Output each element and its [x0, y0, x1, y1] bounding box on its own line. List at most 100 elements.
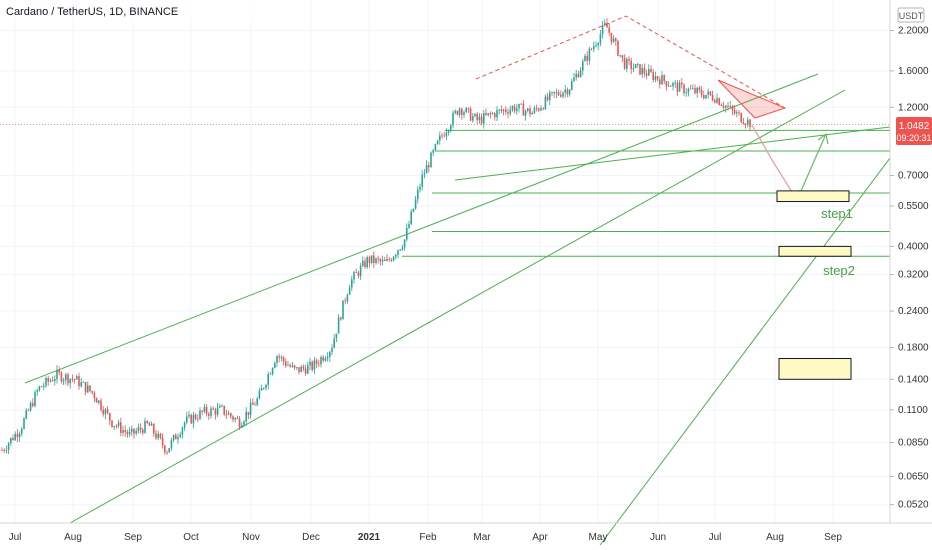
candle-body: [568, 89, 571, 95]
candle-body: [648, 69, 650, 76]
target-zone-1: [776, 190, 850, 203]
candle-body: [626, 59, 628, 69]
x-tick-label: 2021: [358, 532, 381, 543]
candle-body: [315, 360, 318, 364]
candle-body: [302, 366, 305, 369]
candle-body: [155, 433, 157, 439]
candle-body: [454, 110, 456, 114]
candle-body: [247, 411, 250, 415]
candle-body: [727, 105, 729, 107]
candle-body: [201, 410, 203, 412]
candle-body: [736, 112, 738, 114]
candle-body: [445, 132, 448, 137]
candle-body: [40, 386, 43, 388]
candle-body: [610, 32, 613, 42]
candle-body: [513, 106, 516, 112]
projection-up-path: [796, 133, 827, 201]
y-tick-label: 0.3200: [898, 270, 929, 281]
candle-body: [21, 428, 23, 434]
candle-body: [58, 369, 60, 373]
candle-body: [643, 67, 646, 74]
candle-body: [397, 250, 399, 255]
candle-body: [692, 88, 694, 90]
candle-body: [562, 92, 564, 97]
candle-body: [494, 113, 496, 118]
candle-body: [623, 57, 626, 69]
candle-body: [324, 358, 327, 361]
candle-body: [73, 379, 76, 380]
candle-body: [399, 249, 401, 251]
candle-body: [238, 418, 241, 428]
candle-body: [522, 104, 525, 116]
candle-body: [579, 70, 582, 78]
candle-body: [612, 38, 615, 42]
candle-body: [186, 416, 188, 423]
candle-body: [366, 257, 368, 268]
candle-body: [194, 414, 197, 419]
candle-body: [632, 67, 635, 70]
candle-body: [219, 405, 221, 408]
candle-body: [331, 347, 333, 352]
candle-body: [329, 351, 331, 358]
candle-body: [82, 382, 85, 383]
candle-body: [234, 418, 236, 420]
y-tick-label: 1.6000: [898, 66, 929, 77]
candle-body: [146, 420, 148, 424]
candle-body: [175, 434, 177, 440]
candle-body: [47, 377, 49, 382]
candle-body: [722, 105, 725, 108]
candle-body: [487, 113, 489, 115]
candle-body: [619, 55, 621, 57]
candle-body: [260, 388, 263, 391]
candle-body: [326, 357, 329, 359]
candle-body: [56, 369, 58, 380]
candle-body: [634, 64, 637, 68]
candle-body: [599, 34, 602, 44]
candle-body: [335, 333, 338, 339]
candle-body: [544, 96, 547, 110]
candle-body: [113, 425, 115, 427]
candle-body: [456, 110, 459, 115]
y-tick-label: 0.1400: [898, 374, 929, 385]
candle-body: [192, 414, 195, 424]
candle-body: [507, 112, 509, 114]
candle-body: [452, 113, 454, 126]
candle-body: [733, 109, 736, 114]
candle-body: [14, 433, 16, 441]
candle-body: [133, 428, 135, 434]
candle-body: [76, 376, 78, 380]
candle-body: [342, 300, 344, 320]
candle-body: [245, 411, 247, 422]
candle-body: [703, 95, 705, 99]
candle-body: [555, 92, 558, 94]
overlays-layer: [0, 15, 890, 380]
candle-body: [276, 356, 278, 364]
candle-body: [731, 105, 734, 110]
candle-body: [62, 379, 65, 382]
candle-body: [524, 110, 527, 116]
candle-body: [87, 385, 89, 393]
candle-body: [109, 413, 111, 421]
target-zone-3: [778, 357, 852, 380]
candle-body: [100, 400, 102, 410]
candle-body: [188, 414, 190, 417]
candle-body: [621, 55, 624, 58]
candle-body: [80, 382, 82, 387]
candle-body: [606, 22, 608, 28]
candle-body: [236, 418, 239, 419]
candle-body: [566, 89, 569, 95]
currency-badge[interactable]: [897, 7, 925, 23]
candle-body: [5, 449, 8, 451]
candle-body: [698, 87, 701, 90]
candle-body: [687, 88, 690, 93]
y-tick-label: 0.7000: [898, 171, 929, 182]
candle-body: [388, 258, 390, 260]
candle-body: [665, 81, 668, 87]
candle-body: [91, 390, 93, 393]
candle-body: [252, 402, 254, 405]
candle-body: [549, 92, 551, 101]
candle-body: [683, 84, 685, 94]
candle-body: [271, 367, 274, 374]
candle-body: [529, 108, 531, 115]
